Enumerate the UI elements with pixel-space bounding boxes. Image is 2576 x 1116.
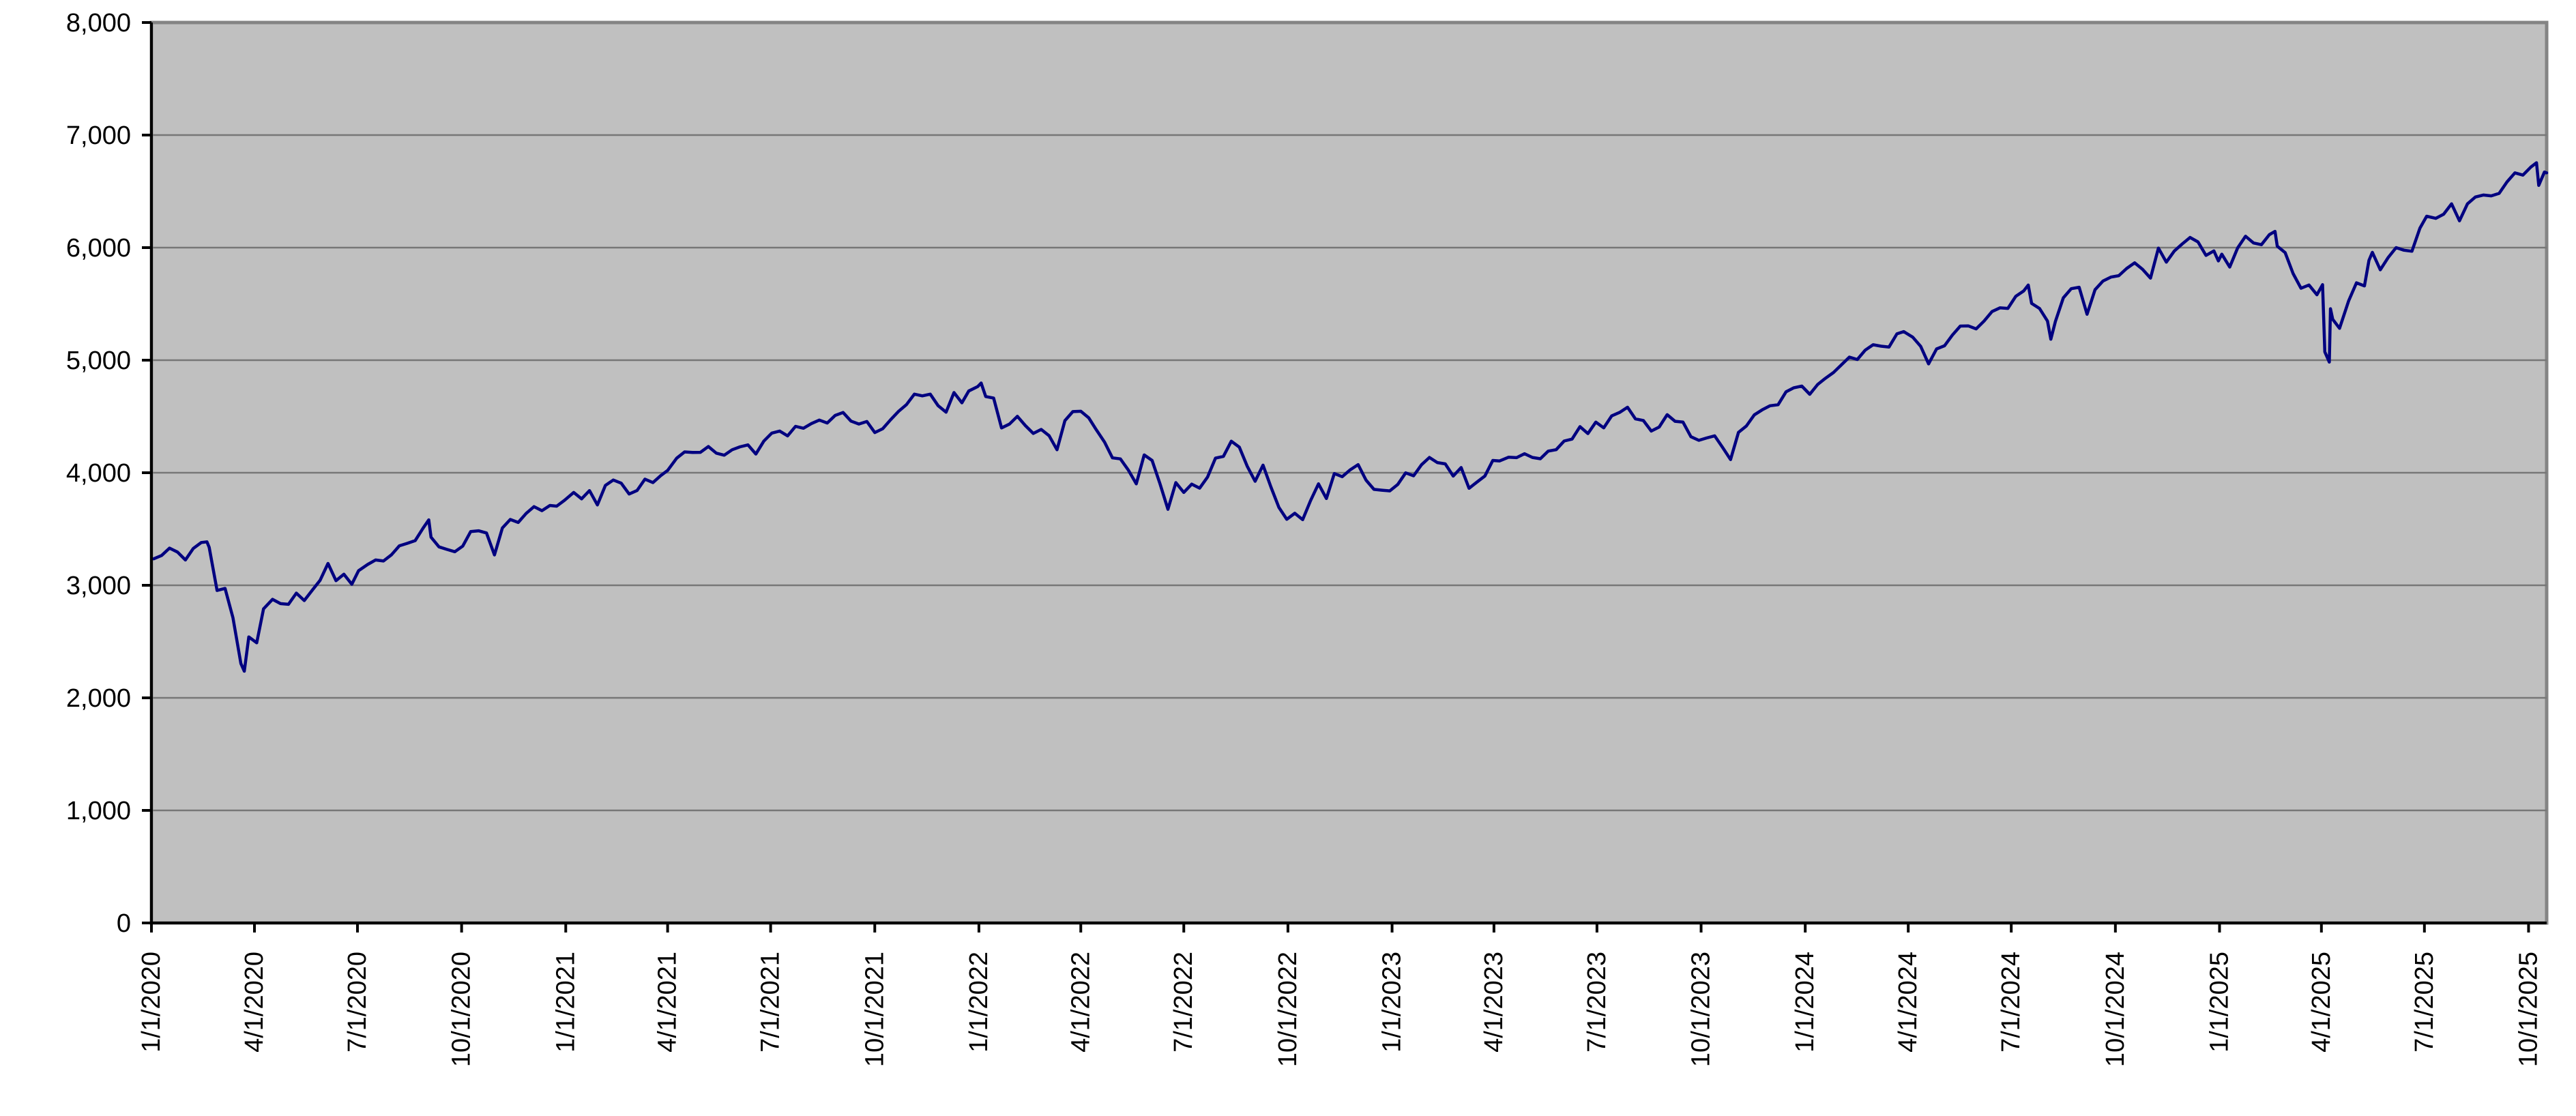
y-tick-label: 1,000 <box>66 797 131 825</box>
y-tick-label: 8,000 <box>66 9 131 38</box>
x-tick-label: 10/1/2024 <box>2101 952 2130 1067</box>
y-tick-label: 0 <box>117 909 131 938</box>
x-tick-label: 10/1/2025 <box>2514 952 2543 1067</box>
x-tick-label: 7/1/2024 <box>1997 952 2025 1053</box>
x-tick-label: 10/1/2023 <box>1687 952 1716 1067</box>
x-tick-label: 4/1/2020 <box>240 952 269 1053</box>
gridlines <box>151 134 2547 812</box>
x-tick-label: 7/1/2020 <box>343 952 372 1053</box>
x-tick-label: 4/1/2024 <box>1894 952 1922 1053</box>
x-tick-label: 4/1/2025 <box>2307 952 2336 1053</box>
x-tick-label: 10/1/2021 <box>860 952 889 1067</box>
x-axis: 1/1/2020 4/1/2020 7/1/2020 10/1/2020 1/1/202… <box>137 923 2543 1067</box>
x-tick-label: 10/1/2020 <box>448 952 476 1067</box>
y-tick-label: 5,000 <box>66 347 131 375</box>
y-tick-label: 4,000 <box>66 459 131 488</box>
x-tick-label: 10/1/2022 <box>1274 952 1302 1067</box>
x-tick-label: 1/1/2024 <box>1791 952 1819 1053</box>
x-tick-label: 1/1/2020 <box>137 952 166 1053</box>
y-tick-label: 6,000 <box>66 234 131 263</box>
x-tick-label: 7/1/2023 <box>1583 952 1611 1053</box>
x-tick-label: 4/1/2023 <box>1480 952 1508 1053</box>
x-tick-label: 7/1/2021 <box>757 952 785 1053</box>
x-tick-label: 7/1/2022 <box>1169 952 1198 1053</box>
y-axis: 0 1,000 2,000 3,000 4,000 5,000 6,000 7,000 8,00… <box>66 9 151 938</box>
x-tick-label: 4/1/2021 <box>654 952 682 1053</box>
x-tick-label: 4/1/2022 <box>1066 952 1095 1053</box>
y-tick-label: 7,000 <box>66 121 131 150</box>
price-line <box>152 161 2549 673</box>
x-tick-label: 1/1/2025 <box>2205 952 2234 1053</box>
x-tick-label: 1/1/2021 <box>551 952 580 1053</box>
y-tick-label: 3,000 <box>66 572 131 600</box>
x-tick-label: 1/1/2022 <box>965 952 993 1053</box>
y-tick-label: 2,000 <box>66 684 131 713</box>
x-tick-label: 7/1/2025 <box>2410 952 2439 1053</box>
x-tick-label: 1/1/2023 <box>1378 952 1407 1053</box>
